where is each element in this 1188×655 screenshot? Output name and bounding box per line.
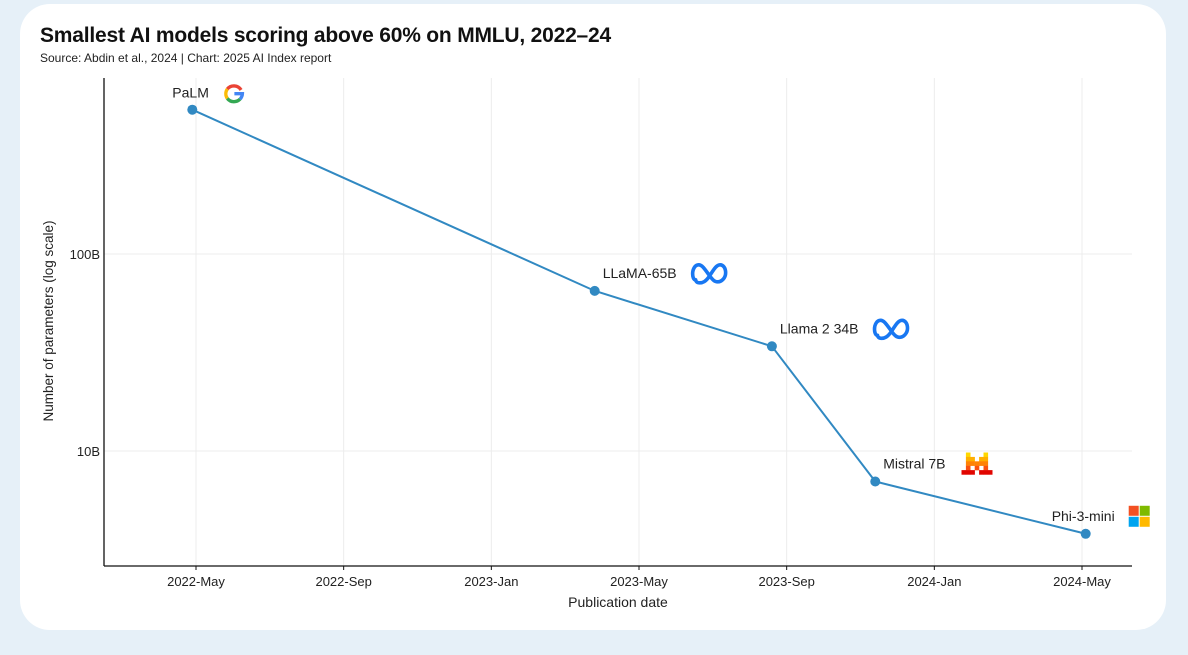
data-point — [766, 341, 777, 352]
x-tick-label: 2024-May — [1053, 574, 1111, 589]
point-labels: PaLM LLaMA-65B Llama 2 34B Mistral 7B Phi-3-… — [172, 84, 1150, 527]
point-label: Mistral 7B — [883, 456, 945, 472]
grid-lines — [104, 78, 1132, 566]
y-tick-label: 10B — [77, 444, 100, 459]
chart-card — [20, 4, 1166, 630]
x-tick-labels: 2022-May 2022-Sep 2023-Jan 2023-May 2023-Sep… — [167, 566, 1111, 589]
point-label: PaLM — [172, 85, 209, 101]
data-point — [1080, 528, 1091, 539]
point-label: Phi-3-mini — [1052, 508, 1115, 524]
x-tick-label: 2022-May — [167, 574, 225, 589]
x-tick-label: 2023-May — [610, 574, 668, 589]
x-tick-label: 2024-Jan — [907, 574, 961, 589]
x-axis-label: Publication date — [568, 594, 668, 610]
meta-icon — [872, 318, 910, 341]
x-tick-label: 2023-Sep — [758, 574, 814, 589]
chart-title: Smallest AI models scoring above 60% on … — [40, 24, 611, 47]
google-icon — [224, 84, 245, 104]
axes — [103, 78, 1132, 567]
meta-icon — [690, 263, 728, 285]
chart-subtitle: Source: Abdin et al., 2024 | Chart: 2025… — [40, 51, 332, 65]
microsoft-icon — [1128, 505, 1150, 527]
data-points — [187, 104, 1091, 539]
y-axis-label: Number of parameters (log scale) — [41, 220, 56, 421]
point-label: LLaMA-65B — [603, 265, 677, 281]
x-tick-label: 2023-Jan — [464, 574, 518, 589]
data-point — [870, 476, 881, 487]
mistral-icon — [961, 452, 993, 475]
data-point — [187, 104, 198, 115]
data-point — [589, 285, 600, 296]
y-tick-label: 100B — [70, 247, 100, 262]
y-tick-labels: 100B 10B — [70, 247, 100, 459]
point-label: Llama 2 34B — [780, 320, 859, 336]
x-tick-label: 2022-Sep — [315, 574, 371, 589]
